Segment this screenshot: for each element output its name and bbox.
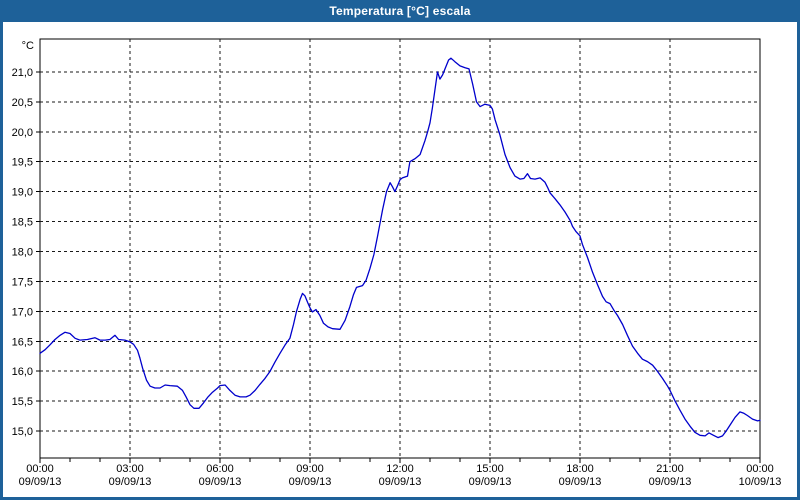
y-tick-label: 20,0 xyxy=(12,127,33,139)
x-tick-date-label: 09/09/13 xyxy=(649,476,692,488)
x-tick-time-label: 03:00 xyxy=(116,463,144,475)
temperature-series-line xyxy=(39,57,761,439)
y-tick-label: 18,5 xyxy=(12,217,33,229)
x-tick-date-label: 09/09/13 xyxy=(19,476,62,488)
window-title: Temperatura [°C] escala xyxy=(329,4,471,18)
x-tick-time-label: 06:00 xyxy=(206,463,234,475)
y-tick-label: 19,0 xyxy=(12,187,33,199)
x-tick-time-label: 18:00 xyxy=(566,463,594,475)
x-axis-labels: 00:0009/09/1303:0009/09/1306:0009/09/130… xyxy=(19,463,782,488)
x-tick-date-label: 09/09/13 xyxy=(559,476,602,488)
y-tick-label: 21,0 xyxy=(12,67,33,79)
y-tick-label: 17,0 xyxy=(12,306,33,318)
y-tick-label: 18,0 xyxy=(12,246,33,258)
axis-ticks xyxy=(36,71,761,463)
x-tick-date-label: 10/09/13 xyxy=(739,476,782,488)
x-tick-date-label: 09/09/13 xyxy=(469,476,512,488)
x-tick-time-label: 09:00 xyxy=(296,463,324,475)
y-tick-label: 20,5 xyxy=(12,97,33,109)
x-tick-time-label: 12:00 xyxy=(386,463,414,475)
x-tick-date-label: 09/09/13 xyxy=(199,476,242,488)
x-tick-date-label: 09/09/13 xyxy=(379,476,422,488)
x-tick-time-label: 21:00 xyxy=(656,463,684,475)
y-tick-label: 19,5 xyxy=(12,157,33,169)
y-tick-label: 15,0 xyxy=(12,426,33,438)
grid-lines xyxy=(40,39,760,458)
x-tick-time-label: 15:00 xyxy=(476,463,504,475)
y-axis-unit-label: °C xyxy=(22,40,34,52)
y-tick-label: 15,5 xyxy=(12,396,33,408)
temperature-line-chart: 21,0 20,5 20,0 19,5 19,0 18,5 18,0 17,5 17,0 16,5… xyxy=(12,38,782,488)
x-tick-time-label: 00:00 xyxy=(746,463,774,475)
window-title-bar: Temperatura [°C] escala xyxy=(0,0,800,22)
chart-content: 21,0 20,5 20,0 19,5 19,0 18,5 18,0 17,5 17,0 16,5… xyxy=(3,22,797,497)
x-tick-date-label: 09/09/13 xyxy=(109,476,152,488)
y-tick-label: 16,5 xyxy=(12,336,33,348)
y-tick-label: 16,0 xyxy=(12,366,33,378)
y-axis-labels: 21,0 20,5 20,0 19,5 19,0 18,5 18,0 17,5 17,0 16,5… xyxy=(12,67,33,438)
y-tick-label: 17,5 xyxy=(12,276,33,288)
x-tick-time-label: 00:00 xyxy=(26,463,54,475)
x-tick-date-label: 09/09/13 xyxy=(289,476,332,488)
